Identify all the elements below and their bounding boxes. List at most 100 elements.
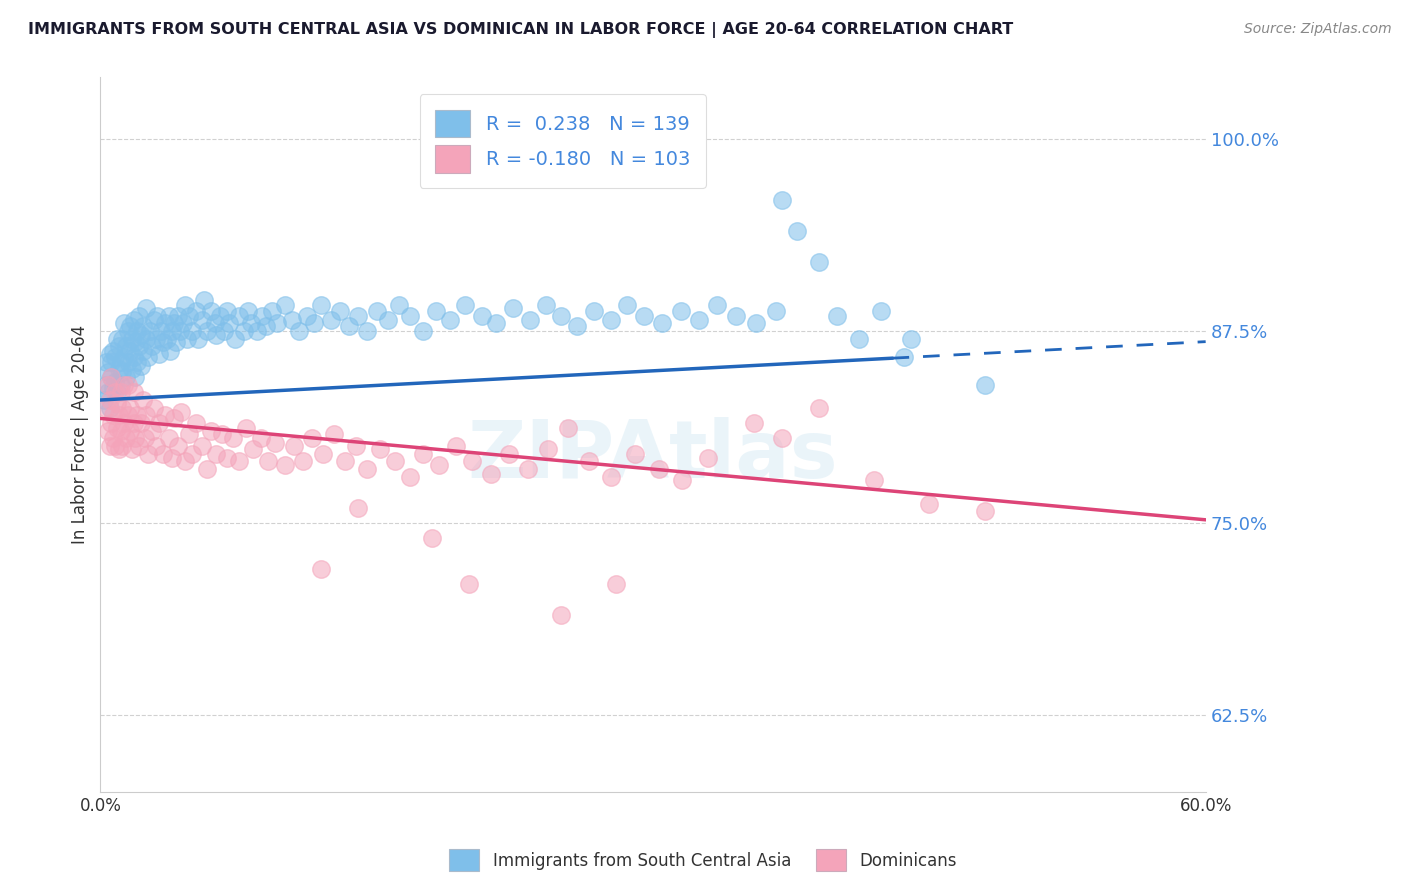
Point <box>98 401 121 415</box>
Point <box>233 324 256 338</box>
Point <box>295 309 318 323</box>
Point <box>252 309 274 323</box>
Point <box>228 454 250 468</box>
Point <box>117 409 139 423</box>
Point <box>190 313 212 327</box>
Point <box>157 431 180 445</box>
Point <box>124 334 146 349</box>
Point <box>187 332 209 346</box>
Point <box>765 304 787 318</box>
Point <box>479 467 502 481</box>
Point <box>93 392 115 407</box>
Point <box>128 309 150 323</box>
Point <box>127 409 149 423</box>
Point <box>156 332 179 346</box>
Point <box>502 301 524 315</box>
Point <box>323 426 346 441</box>
Point <box>174 454 197 468</box>
Point <box>128 439 150 453</box>
Point <box>786 224 808 238</box>
Point <box>224 332 246 346</box>
Point <box>104 385 127 400</box>
Point <box>257 454 280 468</box>
Point <box>111 401 134 415</box>
Point <box>174 298 197 312</box>
Point <box>669 304 692 318</box>
Point <box>105 332 128 346</box>
Point <box>105 385 128 400</box>
Point <box>537 442 560 457</box>
Point <box>706 298 728 312</box>
Point <box>266 316 288 330</box>
Point <box>163 411 186 425</box>
Point <box>94 401 117 415</box>
Point <box>893 350 915 364</box>
Point <box>97 365 120 379</box>
Point <box>152 447 174 461</box>
Point <box>195 462 218 476</box>
Point <box>260 304 283 318</box>
Point <box>347 500 370 515</box>
Point <box>117 354 139 368</box>
Point <box>115 431 138 445</box>
Point <box>848 332 870 346</box>
Text: ZIPAtlas: ZIPAtlas <box>468 417 838 495</box>
Point <box>118 401 141 415</box>
Point <box>744 416 766 430</box>
Point <box>136 350 159 364</box>
Legend: Immigrants from South Central Asia, Dominicans: Immigrants from South Central Asia, Domi… <box>441 841 965 880</box>
Point <box>124 431 146 445</box>
Point <box>461 454 484 468</box>
Point <box>111 439 134 453</box>
Point <box>770 194 793 208</box>
Point <box>616 298 638 312</box>
Point <box>153 409 176 423</box>
Point <box>100 416 122 430</box>
Point <box>745 316 768 330</box>
Point <box>870 304 893 318</box>
Point <box>384 454 406 468</box>
Point <box>471 309 494 323</box>
Point <box>135 332 157 346</box>
Point <box>457 577 479 591</box>
Point <box>139 324 162 338</box>
Point <box>578 454 600 468</box>
Point <box>205 328 228 343</box>
Point <box>356 462 378 476</box>
Y-axis label: In Labor Force | Age 20-64: In Labor Force | Age 20-64 <box>72 325 89 544</box>
Point <box>163 316 186 330</box>
Point <box>159 343 181 358</box>
Point <box>118 343 141 358</box>
Point <box>128 339 150 353</box>
Point <box>370 442 392 457</box>
Point <box>427 458 450 472</box>
Point <box>218 316 240 330</box>
Point <box>104 439 127 453</box>
Point <box>121 442 143 457</box>
Point <box>160 324 183 338</box>
Point <box>311 562 333 576</box>
Point <box>623 447 645 461</box>
Point <box>122 350 145 364</box>
Point <box>104 350 127 364</box>
Point <box>97 377 120 392</box>
Point <box>117 324 139 338</box>
Point <box>129 328 152 343</box>
Point <box>121 362 143 376</box>
Point <box>283 439 305 453</box>
Point <box>973 377 995 392</box>
Point <box>254 319 277 334</box>
Point <box>111 332 134 346</box>
Point <box>142 313 165 327</box>
Point <box>132 343 155 358</box>
Point <box>264 436 287 450</box>
Text: Source: ZipAtlas.com: Source: ZipAtlas.com <box>1244 22 1392 37</box>
Point <box>160 451 183 466</box>
Point <box>177 309 200 323</box>
Point <box>105 396 128 410</box>
Point <box>122 313 145 327</box>
Point <box>377 313 399 327</box>
Point <box>110 377 132 392</box>
Point <box>671 473 693 487</box>
Point <box>129 359 152 374</box>
